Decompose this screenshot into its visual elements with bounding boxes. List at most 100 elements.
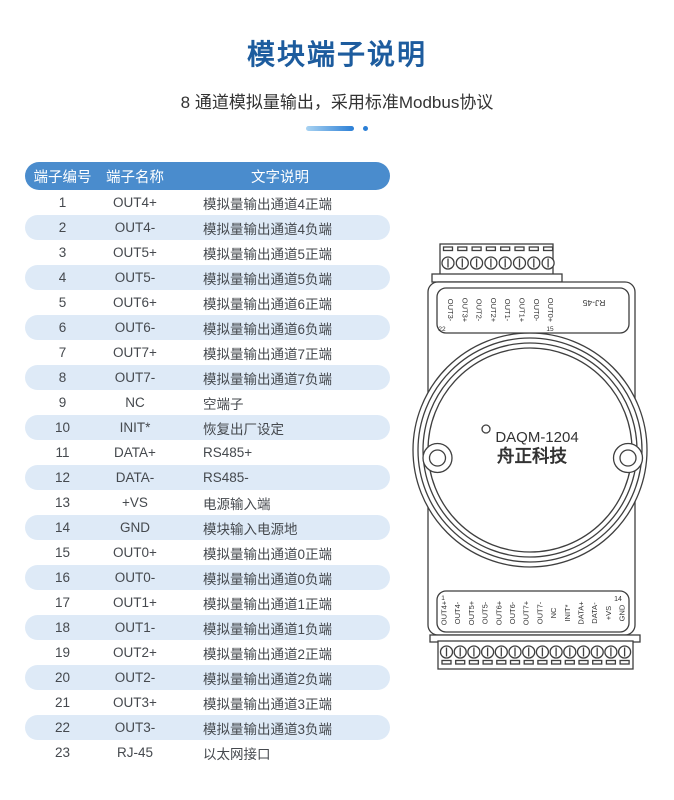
table-row: 6 OUT6- 模拟量输出通道6负端 xyxy=(25,315,390,340)
table-row: 10 INIT* 恢复出厂设定 xyxy=(25,415,390,440)
terminal-desc-cell: 电源输入端 xyxy=(203,496,271,512)
terminal-label: DATA+ xyxy=(577,601,586,625)
terminal-desc-cell: 模拟量输出通道7正端 xyxy=(203,346,333,362)
header-terminal-desc: 文字说明 xyxy=(251,169,309,186)
table-row: 14 GND 模块输入电源地 xyxy=(25,515,390,540)
divider-line xyxy=(306,125,354,131)
terminal-desc-cell: 模拟量输出通道3负端 xyxy=(203,721,333,737)
table-row: 7 OUT7+ 模拟量输出通道7正端 xyxy=(25,340,390,365)
terminal-label: OUT7+ xyxy=(522,600,531,625)
terminal-name-cell: OUT6+ xyxy=(113,295,157,310)
table-row: 1 OUT4+ 模拟量输出通道4正端 xyxy=(25,190,390,215)
bottom-terminal-block xyxy=(437,640,634,670)
device-brand-label: 舟正科技 xyxy=(497,446,567,466)
device-model-label: DAQM-1204 xyxy=(495,429,578,446)
table-row: 2 OUT4- 模拟量输出通道4负端 xyxy=(25,215,390,240)
terminal-table: 端子编号 端子名称 文字说明 1 OUT4+ 模拟量输出通道4正端 2 OUT4- 模拟量… xyxy=(25,162,390,765)
table-row: 19 OUT2+ 模拟量输出通道2正端 xyxy=(25,640,390,665)
terminal-desc-cell: 模拟量输出通道2正端 xyxy=(203,646,333,662)
terminal-desc-cell: 模拟量输出通道0正端 xyxy=(203,546,333,562)
mounting-hole-right xyxy=(612,442,644,474)
terminal-name-cell: OUT1+ xyxy=(113,595,157,610)
terminal-desc-cell: 空端子 xyxy=(203,396,244,412)
terminal-name-cell: RJ-45 xyxy=(116,745,153,760)
terminal-name-cell: OUT0+ xyxy=(113,545,157,560)
table-row: 12 DATA- RS485- xyxy=(25,465,390,490)
terminal-name-cell: OUT3- xyxy=(114,720,156,735)
table-row: 8 OUT7- 模拟量输出通道7负端 xyxy=(25,365,390,390)
table-row: 3 OUT5+ 模拟量输出通道5正端 xyxy=(25,240,390,265)
table-header-row: 端子编号 端子名称 文字说明 xyxy=(25,162,390,190)
terminal-name-cell: OUT2- xyxy=(114,670,156,685)
terminal-label: OUT5+ xyxy=(467,600,476,625)
terminal-number-cell: 18 xyxy=(54,620,71,635)
led-indicator xyxy=(481,424,491,434)
terminal-label: OUT5- xyxy=(481,601,490,624)
page-title: 模块端子说明 xyxy=(246,39,427,70)
rj45-port-label: RJ-45 xyxy=(582,298,605,308)
terminal-name-cell: OUT5- xyxy=(114,270,156,285)
terminal-label: OUT1- xyxy=(503,299,512,322)
table-row: 17 OUT1+ 模拟量输出通道1正端 xyxy=(25,590,390,615)
terminal-label: OUT0- xyxy=(532,299,541,322)
bottom-terminal-screws xyxy=(439,645,632,665)
terminal-number-cell: 2 xyxy=(58,220,67,235)
terminal-number-cell: 14 xyxy=(54,520,71,535)
bottom-terminal-labels: OUT4+ OUT4- OUT5+ OUT5- OUT6+ OUT6- OUT7+ OUT7-… xyxy=(440,600,627,625)
module-body xyxy=(427,281,636,636)
table-row: 18 OUT1- 模拟量输出通道1负端 xyxy=(25,615,390,640)
terminal-number-cell: 13 xyxy=(54,495,71,510)
terminal-table-body: 1 OUT4+ 模拟量输出通道4正端 2 OUT4- 模拟量输出通道4负端 3 OUT5+ 模拟… xyxy=(25,190,390,765)
terminal-number-cell: 23 xyxy=(54,745,71,760)
terminal-number-cell: 15 xyxy=(54,545,71,560)
terminal-number-cell: 4 xyxy=(58,270,67,285)
terminal-number-cell: 12 xyxy=(54,470,71,485)
table-row: 22 OUT3- 模拟量输出通道3负端 xyxy=(25,715,390,740)
terminal-name-cell: OUT4+ xyxy=(113,195,157,210)
terminal-number-cell: 20 xyxy=(54,670,71,685)
terminal-number-cell: 16 xyxy=(54,570,71,585)
mounting-hole-left xyxy=(422,442,453,474)
terminal-name-cell: OUT6- xyxy=(114,320,156,335)
terminal-label: OUT3+ xyxy=(460,298,469,323)
terminal-name-cell: OUT5+ xyxy=(113,245,157,260)
terminal-label: DATA- xyxy=(590,602,599,624)
terminal-name-cell: +VS xyxy=(122,495,148,510)
terminal-number-cell: 1 xyxy=(58,195,67,210)
terminal-number-cell: 17 xyxy=(54,595,71,610)
table-row: 5 OUT6+ 模拟量输出通道6正端 xyxy=(25,290,390,315)
divider-dot xyxy=(363,125,368,131)
terminal-number-cell: 7 xyxy=(58,345,67,360)
terminal-number-cell: 10 xyxy=(54,420,71,435)
terminal-number-cell: 19 xyxy=(54,645,71,660)
terminal-label: GND xyxy=(618,604,627,621)
terminal-desc-cell: 模拟量输出通道6正端 xyxy=(203,296,333,312)
terminal-name-cell: OUT4- xyxy=(114,220,156,235)
terminal-desc-cell: 模拟量输出通道0负端 xyxy=(203,571,333,587)
terminal-name-cell: OUT0- xyxy=(114,570,156,585)
pin-number-15: 15 xyxy=(546,326,554,333)
terminal-name-cell: OUT7- xyxy=(114,370,156,385)
terminal-number-cell: 8 xyxy=(58,370,67,385)
terminal-desc-cell: 模块输入电源地 xyxy=(203,521,298,537)
top-terminal-screws xyxy=(441,246,555,270)
terminal-name-cell: NC xyxy=(125,395,145,410)
terminal-label: +VS xyxy=(604,606,613,620)
table-row: 11 DATA+ RS485+ xyxy=(25,440,390,465)
terminal-label: OUT0+ xyxy=(546,298,555,323)
header-terminal-number: 端子编号 xyxy=(33,169,92,186)
terminal-label: NC xyxy=(549,607,558,618)
terminal-name-cell: OUT7+ xyxy=(113,345,157,360)
terminal-label: OUT3- xyxy=(446,299,455,322)
terminal-desc-cell: 模拟量输出通道5正端 xyxy=(203,246,333,262)
terminal-name-cell: GND xyxy=(120,520,150,535)
table-row: 20 OUT2- 模拟量输出通道2负端 xyxy=(25,665,390,690)
module-round-face xyxy=(412,332,648,568)
terminal-label: OUT1+ xyxy=(518,298,527,323)
top-label-panel xyxy=(436,287,630,334)
pin-number-14: 14 xyxy=(614,596,622,603)
bottom-label-panel xyxy=(436,590,630,633)
bottom-terminal-ledge xyxy=(429,634,641,643)
table-row: 15 OUT0+ 模拟量输出通道0正端 xyxy=(25,540,390,565)
table-row: 4 OUT5- 模拟量输出通道5负端 xyxy=(25,265,390,290)
